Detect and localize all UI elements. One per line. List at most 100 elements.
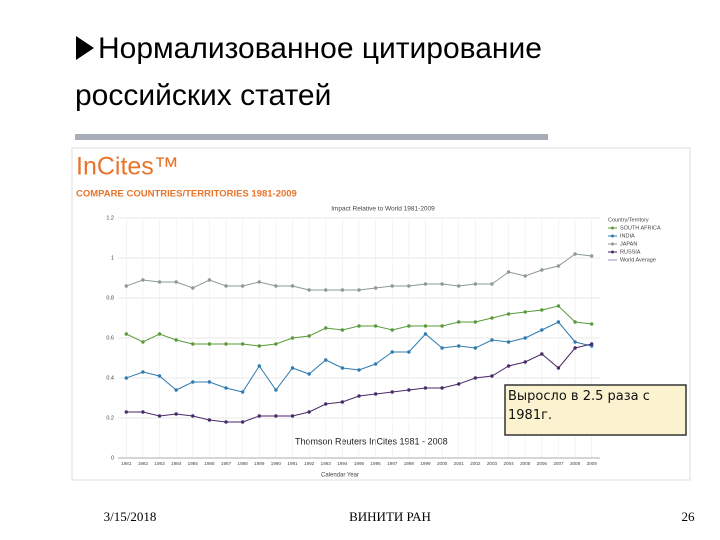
- x-axis-label: Calendar Year: [321, 473, 359, 479]
- point: [207, 380, 212, 384]
- point: [207, 342, 212, 346]
- point: [556, 320, 561, 324]
- x-tick-label: 1982: [138, 461, 149, 466]
- x-tick-label: 2008: [570, 461, 581, 466]
- chart-title: Impact Relative to World 1981-2009: [331, 206, 435, 213]
- legend-label: World Average: [620, 257, 656, 263]
- point: [357, 288, 361, 292]
- point: [373, 286, 378, 290]
- x-tick-label: 1988: [238, 461, 249, 466]
- x-tick-label: 1984: [171, 461, 182, 466]
- point: [224, 284, 228, 288]
- point: [573, 320, 577, 324]
- point: [240, 284, 245, 288]
- point: [523, 274, 527, 278]
- point: [490, 282, 494, 286]
- legend-label: INDIA: [620, 233, 635, 239]
- point: [224, 342, 228, 346]
- annotation-box: [504, 384, 687, 436]
- point: [357, 368, 361, 372]
- y-tick-label: 0.6: [106, 335, 114, 341]
- x-tick-label: 2005: [520, 461, 531, 466]
- point: [324, 358, 328, 362]
- y-tick-label: 0: [111, 455, 114, 461]
- point: [174, 388, 178, 392]
- point: [307, 410, 311, 414]
- point: [490, 374, 494, 378]
- point: [124, 284, 129, 288]
- point: [556, 264, 561, 268]
- point: [307, 334, 311, 338]
- point: [573, 252, 577, 256]
- point: [174, 412, 178, 416]
- point: [124, 376, 129, 380]
- point: [174, 280, 178, 284]
- point: [573, 346, 577, 350]
- x-tick-label: 2007: [553, 461, 564, 466]
- point: [224, 386, 228, 390]
- x-tick-label: 2004: [503, 461, 514, 466]
- point: [457, 382, 461, 386]
- point: [191, 286, 195, 290]
- point: [257, 364, 261, 368]
- point: [141, 278, 145, 282]
- x-tick-label: 2001: [454, 461, 465, 466]
- legend-label: SOUTH AFRICA: [620, 225, 661, 231]
- point: [589, 322, 594, 326]
- x-tick-label: 1981: [121, 461, 132, 466]
- y-tick-label: 1.2: [106, 215, 114, 221]
- x-tick-label: 1997: [387, 461, 398, 466]
- footer-date: 3/15/2018: [104, 509, 157, 524]
- point: [324, 288, 328, 292]
- point: [257, 344, 261, 348]
- point: [141, 370, 145, 374]
- x-tick-label: 1995: [354, 461, 365, 466]
- point: [290, 414, 295, 418]
- point: [506, 340, 511, 344]
- point: [290, 284, 295, 288]
- x-tick-label: 2003: [487, 461, 498, 466]
- point: [457, 344, 461, 348]
- point: [174, 338, 178, 342]
- point: [324, 402, 328, 406]
- x-tick-label: 1991: [287, 461, 298, 466]
- point: [124, 410, 129, 414]
- point: [523, 310, 527, 314]
- legend-label: RUSSIA: [620, 249, 641, 255]
- point: [390, 350, 394, 354]
- page-number: 26: [682, 509, 696, 524]
- point: [340, 366, 345, 370]
- point: [556, 366, 561, 370]
- plot: 0 0.2 0.4 0.6 0.8 1 1.2 1981 1982 1983 1984 1985 198…: [106, 215, 661, 466]
- x-tick-label: 2002: [470, 461, 481, 466]
- point: [506, 364, 511, 368]
- point: [540, 268, 544, 272]
- point: [540, 308, 544, 312]
- point: [540, 352, 544, 356]
- point: [274, 342, 278, 346]
- point: [141, 340, 145, 344]
- legend-dot: [611, 250, 614, 254]
- x-tick-label: 1990: [271, 461, 282, 466]
- point: [191, 342, 195, 346]
- x-tick-label: 1986: [204, 461, 215, 466]
- point: [257, 280, 261, 284]
- point: [390, 390, 394, 394]
- point: [191, 380, 195, 384]
- legend-title: Country/Territory: [608, 217, 649, 223]
- x-tick-label: 1999: [420, 461, 431, 466]
- point: [440, 282, 444, 286]
- point: [290, 336, 295, 340]
- point: [340, 400, 345, 404]
- point: [573, 340, 577, 344]
- x-tick-label: 1992: [304, 461, 315, 466]
- point: [407, 350, 411, 354]
- point: [157, 374, 162, 378]
- point: [207, 278, 212, 282]
- point: [589, 342, 594, 346]
- point: [191, 414, 195, 418]
- point: [340, 328, 345, 332]
- point: [540, 328, 544, 332]
- point: [423, 332, 428, 336]
